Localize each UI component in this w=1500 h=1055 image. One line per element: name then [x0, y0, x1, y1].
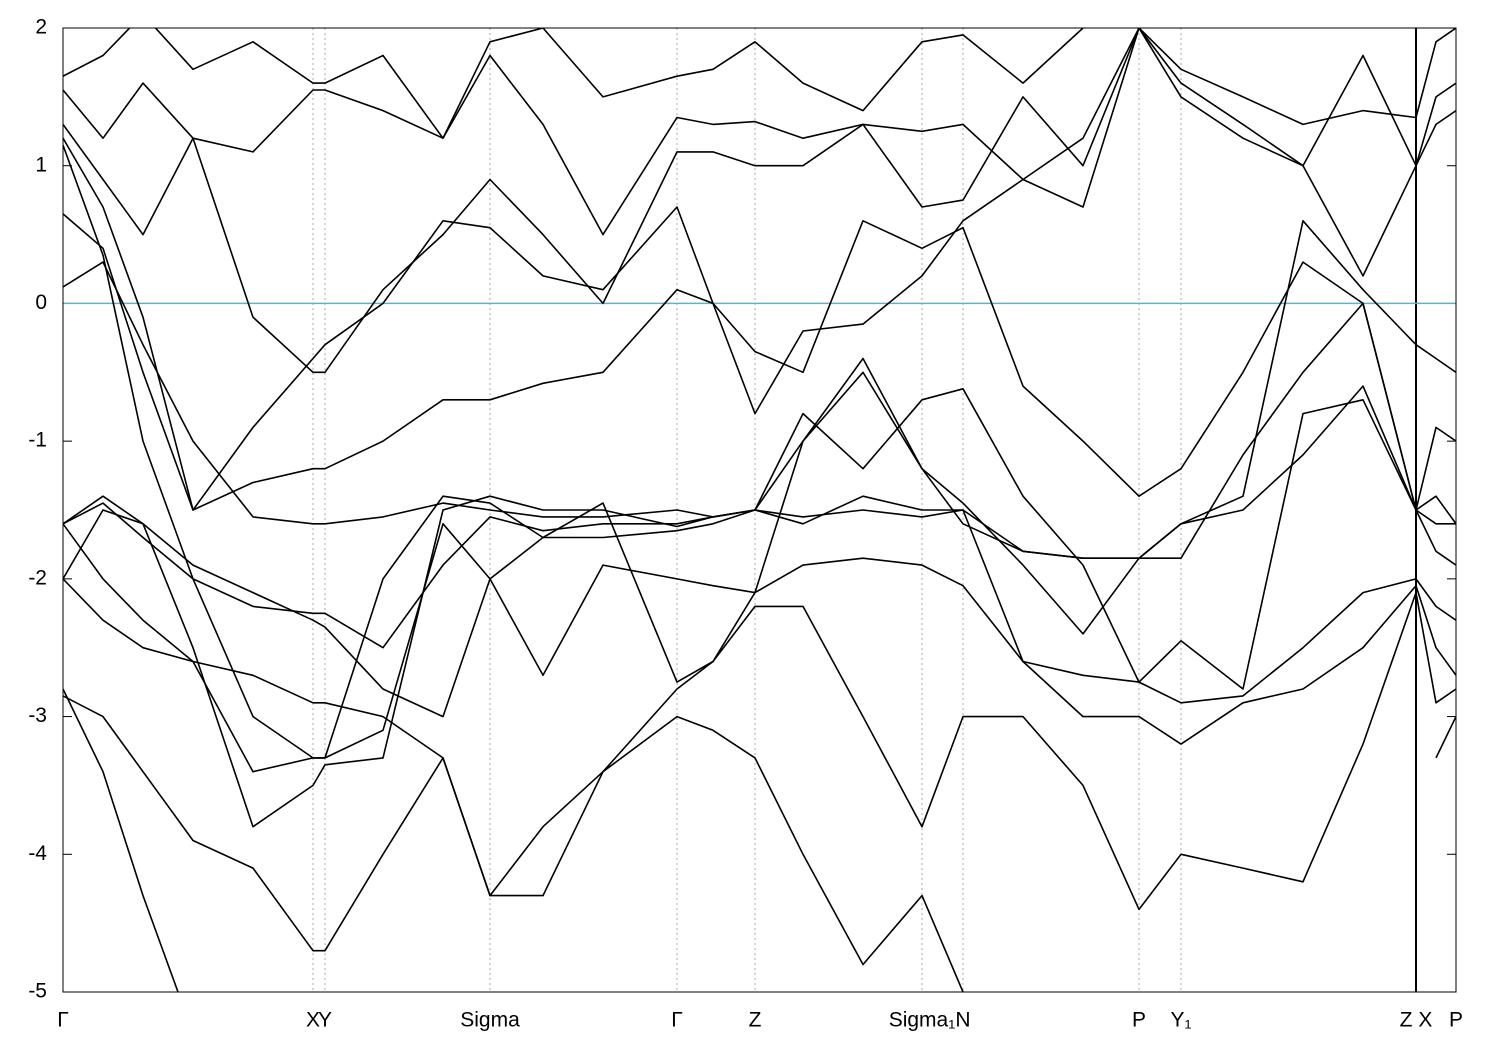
band-line [63, 523, 1456, 773]
x-tick-label: P [1449, 1009, 1463, 1032]
band-line [63, 688, 179, 992]
band-line [63, 213, 1456, 525]
x-tick-label: Sigma₁ [889, 1009, 956, 1032]
y-tick-label: 0 [35, 291, 47, 314]
y-tick-label: -2 [28, 566, 47, 589]
y-tick-label: 1 [35, 153, 47, 176]
x-tick-label: Y₁ [1170, 1009, 1191, 1032]
band-line [63, 399, 1456, 718]
band-line [63, 28, 1456, 511]
y-tick-label: 2 [35, 16, 47, 39]
band-line [63, 28, 1456, 236]
x-tick-label: P [1132, 1009, 1146, 1032]
band-line [63, 578, 1456, 911]
x-tick-label: Sigma [460, 1009, 520, 1032]
band-line [63, 385, 1456, 649]
plot-frame [62, 27, 1457, 993]
x-tick-label: Z [749, 1009, 762, 1032]
band-line [63, 388, 1456, 828]
x-tick-label: Γ [57, 1009, 69, 1032]
y-tick-label: -3 [28, 704, 47, 727]
band-line [63, 28, 1084, 139]
band-line [63, 28, 1456, 374]
x-tick-label: X [306, 1009, 320, 1032]
band-line [63, 144, 1456, 759]
y-tick-label: -4 [28, 842, 47, 865]
x-tick-label: Z X [1400, 1009, 1433, 1032]
x-tick-label: N [955, 1009, 970, 1032]
y-tick-label: -1 [28, 429, 47, 452]
bands [63, 28, 1456, 992]
x-tick-label: Γ [671, 1009, 683, 1032]
band-line [63, 261, 1456, 559]
x-tick-label: Y [318, 1009, 332, 1032]
band-line [63, 695, 1456, 992]
y-tick-label: -5 [28, 980, 47, 1003]
